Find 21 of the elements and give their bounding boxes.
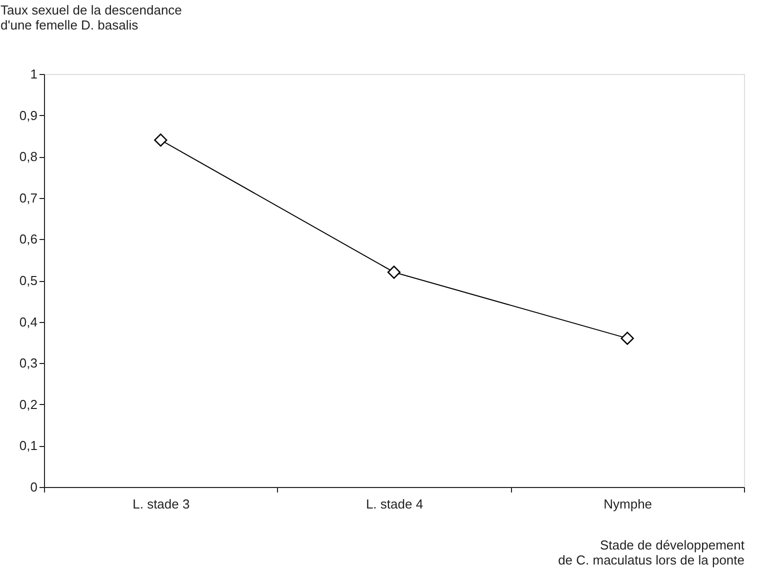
- y-tick-label: 0: [30, 480, 38, 494]
- x-tick-label: Nymphe: [604, 496, 652, 512]
- text: Taux sexuel de la descendance: [0, 2, 182, 18]
- y-tick-label: 0,8: [19, 149, 38, 164]
- y-tick-label: 0,6: [19, 232, 38, 247]
- y-tick-label: 0,7: [19, 190, 38, 206]
- text: de C. maculatus lors de la ponte: [558, 552, 744, 568]
- y-tick-label: 0,4: [19, 314, 38, 330]
- text: Stade de développement: [600, 538, 744, 552]
- y-tick-label: 0,2: [19, 396, 38, 412]
- y-tick-label: 1: [30, 66, 38, 82]
- point: [620, 332, 634, 345]
- point: [154, 134, 168, 147]
- y-tick-label: 0,5: [19, 273, 38, 288]
- y-tick-label: 0,1: [19, 438, 38, 454]
- point: [387, 266, 401, 279]
- text: d'une femelle D. basalis: [0, 18, 138, 32]
- y-tick-label: 0,3: [19, 356, 38, 371]
- x-tick-label: L. stade 4: [366, 496, 424, 512]
- y-tick-label: 0,9: [19, 108, 38, 123]
- x-tick-label: L. stade 3: [132, 496, 190, 512]
